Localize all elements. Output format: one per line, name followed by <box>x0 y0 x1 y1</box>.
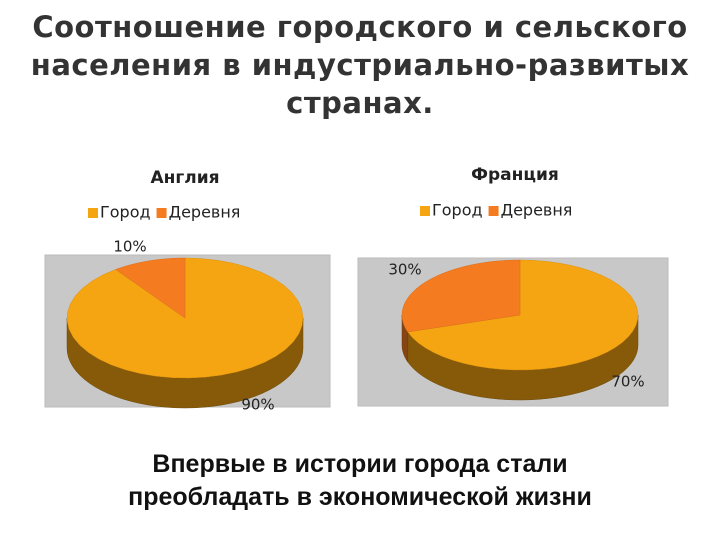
data-label: 90% <box>241 396 274 414</box>
data-label: 70% <box>611 373 644 391</box>
pie-slice <box>115 257 186 319</box>
legend-label: Город <box>100 203 151 222</box>
legend-swatch <box>88 208 98 218</box>
pie-slice <box>407 259 639 371</box>
legend-label: Деревня <box>501 201 573 220</box>
legend-swatch <box>420 206 430 216</box>
legend-swatch <box>488 206 499 216</box>
data-label: 30% <box>388 261 421 279</box>
pie-slice <box>401 259 521 333</box>
legend-swatch <box>156 208 167 218</box>
legend-label: Деревня <box>169 203 241 222</box>
data-label: 10% <box>113 238 146 256</box>
chart-title: Франция <box>471 165 559 185</box>
chart-title: Англия <box>150 168 219 188</box>
slide-title: Соотношение городского и сельского насел… <box>30 10 690 120</box>
legend-label: Город <box>432 201 483 220</box>
caption: Впервые в истории города стали преоблада… <box>128 450 592 511</box>
